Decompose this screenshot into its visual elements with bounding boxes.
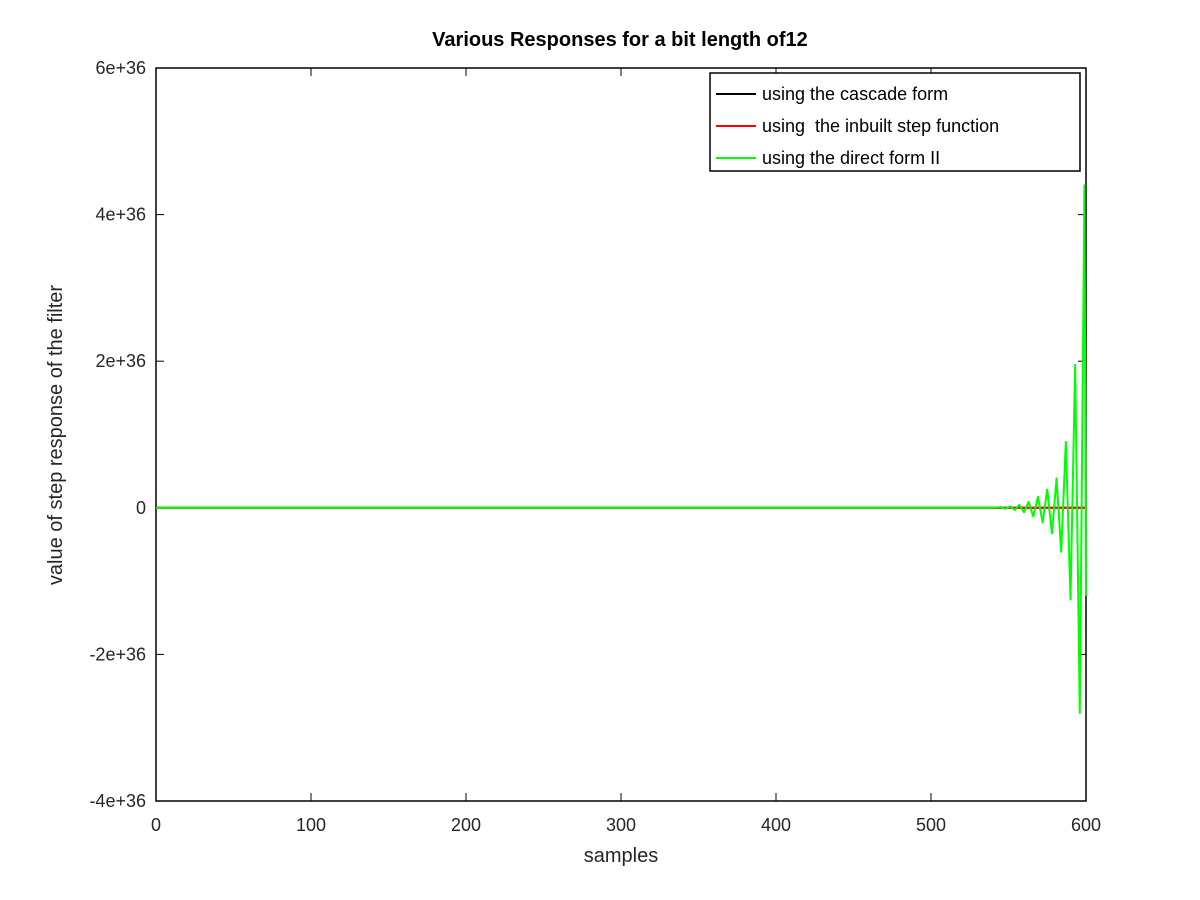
x-tick-label: 0	[151, 815, 161, 835]
legend-label-2: using the inbuilt step function	[762, 116, 999, 136]
x-axis-label: samples	[584, 845, 658, 867]
x-tick-label: 600	[1071, 815, 1101, 835]
plot-area	[155, 67, 1087, 802]
series-line-3	[156, 184, 1087, 715]
y-tick-label: 2e+36	[95, 351, 146, 371]
y-tick-label: -2e+36	[89, 644, 146, 664]
legend-box	[709, 72, 1081, 172]
chart-title: Various Responses for a bit length of12	[432, 29, 808, 51]
x-tick-label: 400	[761, 815, 791, 835]
x-axis: 0 100 200 300 400 500 600	[151, 68, 1101, 835]
y-tick-label: 6e+36	[95, 58, 146, 78]
x-tick-label: 300	[606, 815, 636, 835]
legend-label-3: using the direct form II	[762, 148, 940, 168]
legend: using the cascade form using the inbuilt …	[709, 72, 1081, 172]
x-tick-label: 100	[296, 815, 326, 835]
y-tick-label: -4e+36	[89, 791, 146, 811]
x-tick-label: 200	[451, 815, 481, 835]
y-axis-label: value of step response of the filter	[45, 285, 67, 586]
x-tick-label: 500	[916, 815, 946, 835]
y-tick-label: 0	[136, 498, 146, 518]
legend-label-1: using the cascade form	[762, 84, 948, 104]
y-tick-label: 4e+36	[95, 205, 146, 225]
y-axis: -4e+36 -2e+36 0 2e+36 4e+36 6e+36	[89, 58, 1086, 811]
series-layer	[156, 184, 1087, 715]
